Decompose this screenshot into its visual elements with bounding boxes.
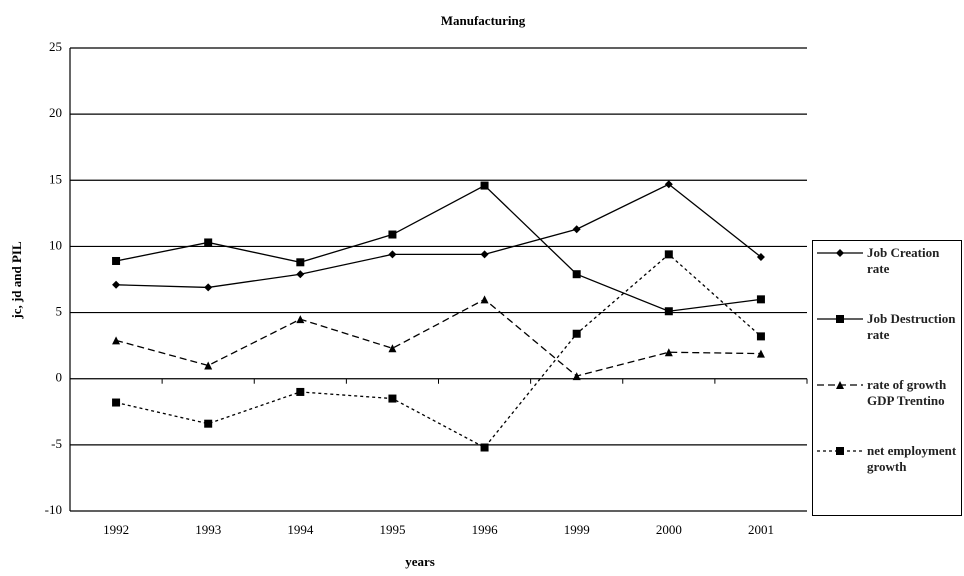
point	[112, 256, 121, 265]
point	[296, 387, 305, 396]
y-axis-label: jc, jd and PIL	[9, 241, 24, 320]
point	[296, 270, 305, 279]
legend-label: Job Destruction rate	[867, 311, 956, 342]
y-tick-label: 5	[56, 304, 63, 319]
point	[664, 250, 673, 259]
series-line	[115, 298, 761, 377]
x-tick-label: 1992	[103, 522, 129, 537]
point	[756, 295, 765, 304]
legend-entry: net employment growth	[815, 443, 959, 509]
point	[480, 295, 489, 304]
point	[664, 348, 673, 357]
point	[664, 180, 673, 189]
y-tick-label: -5	[51, 436, 62, 451]
legend-swatch	[817, 315, 863, 323]
point	[112, 280, 121, 289]
point	[480, 250, 489, 259]
y-tick-label: 20	[49, 105, 62, 120]
legend-marker	[836, 381, 844, 389]
series-line	[115, 184, 762, 312]
point	[204, 283, 213, 292]
point	[388, 344, 397, 353]
point	[296, 258, 305, 267]
legend-label: net employment growth	[867, 443, 957, 474]
y-tick-label: -10	[45, 502, 62, 517]
series-line	[116, 183, 762, 289]
legend-marker	[836, 249, 844, 257]
point	[388, 250, 397, 259]
legend-entry: Job Destruction rate	[815, 311, 959, 377]
point	[204, 419, 213, 428]
legend-marker	[836, 447, 844, 455]
legend-swatch	[817, 447, 863, 455]
point	[756, 253, 765, 262]
y-tick-label: 0	[56, 370, 63, 385]
legend-entry: Job Creation rate	[815, 245, 959, 311]
x-tick-label: 1994	[287, 522, 314, 537]
x-tick-label: 2001	[748, 522, 774, 537]
y-tick-label: 25	[49, 39, 62, 54]
legend-marker	[836, 315, 844, 323]
y-tick-label: 10	[49, 237, 62, 252]
legend-swatch	[817, 249, 863, 257]
point	[480, 181, 489, 190]
point	[664, 307, 673, 316]
point	[204, 361, 213, 370]
series-line	[115, 253, 762, 449]
point	[756, 349, 765, 358]
x-tick-label: 1993	[195, 522, 221, 537]
point	[572, 329, 581, 338]
legend-swatch	[817, 381, 863, 389]
point	[572, 225, 581, 234]
point	[388, 394, 397, 403]
legend-label: rate of growth GDP Trentino	[867, 377, 947, 408]
legend-entry: rate of growth GDP Trentino	[815, 377, 959, 443]
y-tick-label: 15	[49, 171, 62, 186]
point	[572, 372, 581, 381]
x-tick-label: 2000	[656, 522, 682, 537]
legend: Job Creation rate Job Destruction rate rat…	[812, 240, 962, 516]
point	[480, 443, 489, 452]
point	[388, 230, 397, 239]
point	[112, 336, 121, 345]
x-tick-label: 1995	[379, 522, 405, 537]
point	[296, 315, 305, 324]
x-axis-label: years	[405, 554, 435, 569]
x-tick-label: 1996	[472, 522, 499, 537]
point	[204, 238, 213, 247]
chart-title: Manufacturing	[441, 13, 526, 28]
legend-label: Job Creation rate	[867, 245, 940, 276]
x-tick-label: 1999	[564, 522, 590, 537]
point	[112, 398, 121, 407]
point	[572, 270, 581, 279]
point	[756, 332, 765, 341]
